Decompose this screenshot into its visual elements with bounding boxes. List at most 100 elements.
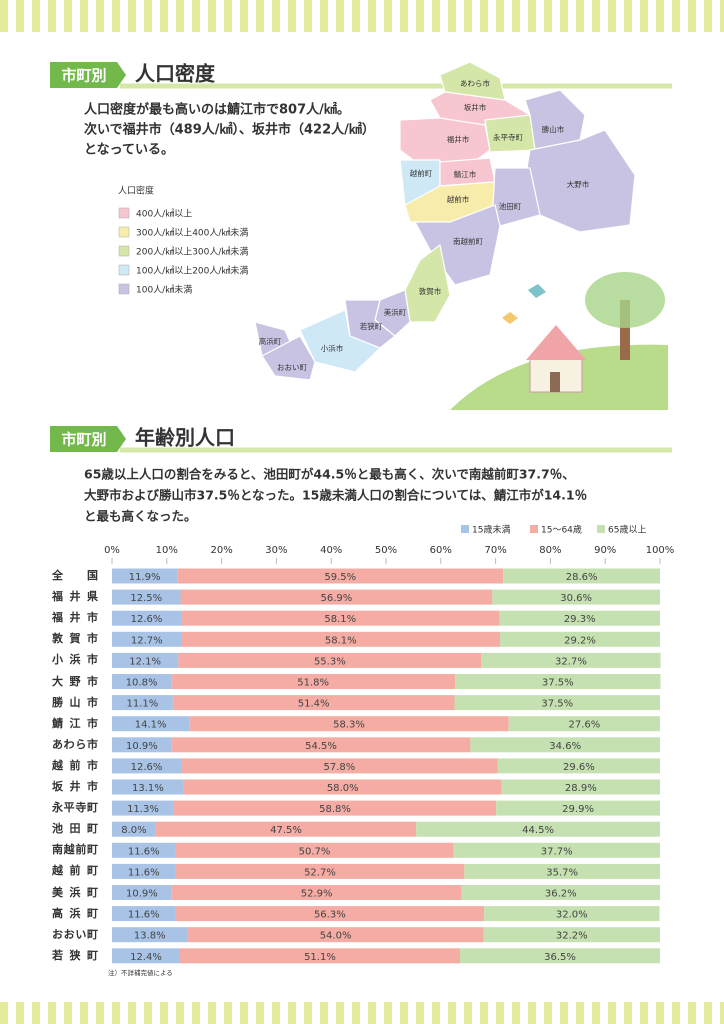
footnote: 注）不詳補完値による <box>108 968 173 977</box>
paragraph-line: 人口密度が最も高いのは鯖江市で807人/㎢。 <box>84 102 350 118</box>
paragraph-line: となっている。 <box>84 143 174 158</box>
value-label: 50.7% <box>299 846 331 857</box>
section-title: 人口密度 <box>135 62 216 86</box>
value-label: 58.0% <box>327 783 359 794</box>
value-label: 29.2% <box>564 635 596 646</box>
bar-segment <box>464 863 660 879</box>
bar-segment <box>175 906 485 922</box>
value-label: 11.6% <box>128 910 160 921</box>
category-label: 越前町 <box>52 864 98 878</box>
house-door <box>550 372 560 392</box>
legend-swatch <box>118 283 130 295</box>
legend-label: 200人/㎢以上300人/㎢未満 <box>136 246 248 258</box>
value-label: 57.8% <box>324 762 356 773</box>
value-label: 55.3% <box>314 656 346 667</box>
bar-segment <box>112 948 180 964</box>
bar-segment <box>187 927 484 943</box>
value-label: 32.2% <box>556 931 588 942</box>
bar-segment <box>112 927 188 943</box>
category-label: 高浜町 <box>52 906 98 920</box>
header-tag <box>50 62 126 88</box>
value-label: 32.7% <box>555 656 587 667</box>
map-legend: 400人/㎢以上 300人/㎢以上400人/㎢未満 200人/㎢以上300人/㎢… <box>118 207 248 296</box>
bar-segment <box>470 737 660 753</box>
bar-segment <box>171 674 456 689</box>
bar-segment <box>175 863 465 879</box>
value-label: 32.0% <box>556 910 588 921</box>
bar-segment <box>181 631 500 647</box>
bar-segment <box>171 737 471 753</box>
bar-segment <box>499 610 660 626</box>
value-label: 10.9% <box>126 741 158 752</box>
value-label: 51.4% <box>298 699 330 710</box>
value-label: 12.6% <box>131 762 163 773</box>
value-label: 58.3% <box>333 720 365 731</box>
value-label: 12.5% <box>130 593 162 604</box>
bar-segment <box>112 695 173 711</box>
value-label: 37.5% <box>541 699 573 710</box>
region <box>399 117 491 166</box>
category-label: 池田町 <box>52 822 98 836</box>
leaf <box>502 312 518 324</box>
bar-segment <box>112 842 176 858</box>
category-label: 坂井市 <box>52 780 98 793</box>
map <box>254 61 636 381</box>
bar-segment <box>461 885 660 900</box>
x-tick-label: 60% <box>430 545 452 556</box>
bar-segment <box>112 610 182 626</box>
legend-swatch <box>530 525 538 533</box>
legend-swatch <box>118 226 130 238</box>
map-label: 永平寺町 <box>493 132 523 142</box>
value-label: 11.1% <box>127 699 159 710</box>
bottom-stripe <box>0 1002 724 1024</box>
bar-segment <box>173 800 497 816</box>
value-label: 29.9% <box>562 804 594 815</box>
value-label: 52.7% <box>304 867 336 878</box>
map-label: 南越前町 <box>453 236 483 246</box>
bar-segment <box>508 716 660 732</box>
category-label: おおい町 <box>52 927 98 941</box>
paragraph-line: 大野市および勝山市37.5％となった。15歳未満人口の割合については、鯖江市が1… <box>84 488 587 503</box>
bar-segment <box>416 821 660 837</box>
bar-segment <box>177 568 504 584</box>
header-tag-text: 市町別 <box>61 67 106 85</box>
bar-segment <box>455 674 661 689</box>
bar-segment <box>492 589 660 605</box>
value-label: 28.9% <box>565 783 597 794</box>
region <box>492 167 541 227</box>
category-label: 越前市 <box>52 758 98 772</box>
map-label: 若狭町 <box>360 321 383 331</box>
x-tick-label: 30% <box>265 545 287 556</box>
value-label: 30.6% <box>560 593 592 604</box>
value-label: 28.6% <box>566 572 598 583</box>
value-label: 29.3% <box>564 614 596 625</box>
x-tick-label: 10% <box>156 545 178 556</box>
bird <box>528 284 546 298</box>
map-label: 鯖江市 <box>454 169 477 179</box>
map-label: 勝山市 <box>542 124 565 134</box>
bar-segment <box>484 906 660 922</box>
bar-segment <box>112 906 176 922</box>
value-label: 8.0% <box>121 825 146 836</box>
value-label: 11.9% <box>129 572 161 583</box>
house-roof <box>526 325 586 360</box>
bar-segment <box>459 948 660 964</box>
x-tick-label: 90% <box>594 545 616 556</box>
bar-segment <box>183 779 502 795</box>
value-label: 35.7% <box>546 867 578 878</box>
value-label: 10.8% <box>126 678 158 689</box>
map-label: あわら市 <box>460 78 490 88</box>
category-label: 敦賀市 <box>52 632 98 646</box>
value-label: 12.7% <box>131 635 163 646</box>
header-tag-text: 市町別 <box>61 431 106 449</box>
x-tick-label: 40% <box>320 545 342 556</box>
paragraph-line: と最も高くなった。 <box>84 509 197 524</box>
bar-segment <box>181 758 498 774</box>
bar-segment <box>497 758 660 774</box>
value-label: 56.9% <box>321 593 353 604</box>
value-label: 51.8% <box>297 678 329 689</box>
map-labels: あわら市 坂井市 福井市 永平寺町 勝山市 大野市 越前町 鯖江市 越前市 池田… <box>259 78 590 372</box>
bar-segment <box>181 610 500 626</box>
map-label: 美浜町 <box>384 307 407 317</box>
bar-segment <box>189 716 509 732</box>
